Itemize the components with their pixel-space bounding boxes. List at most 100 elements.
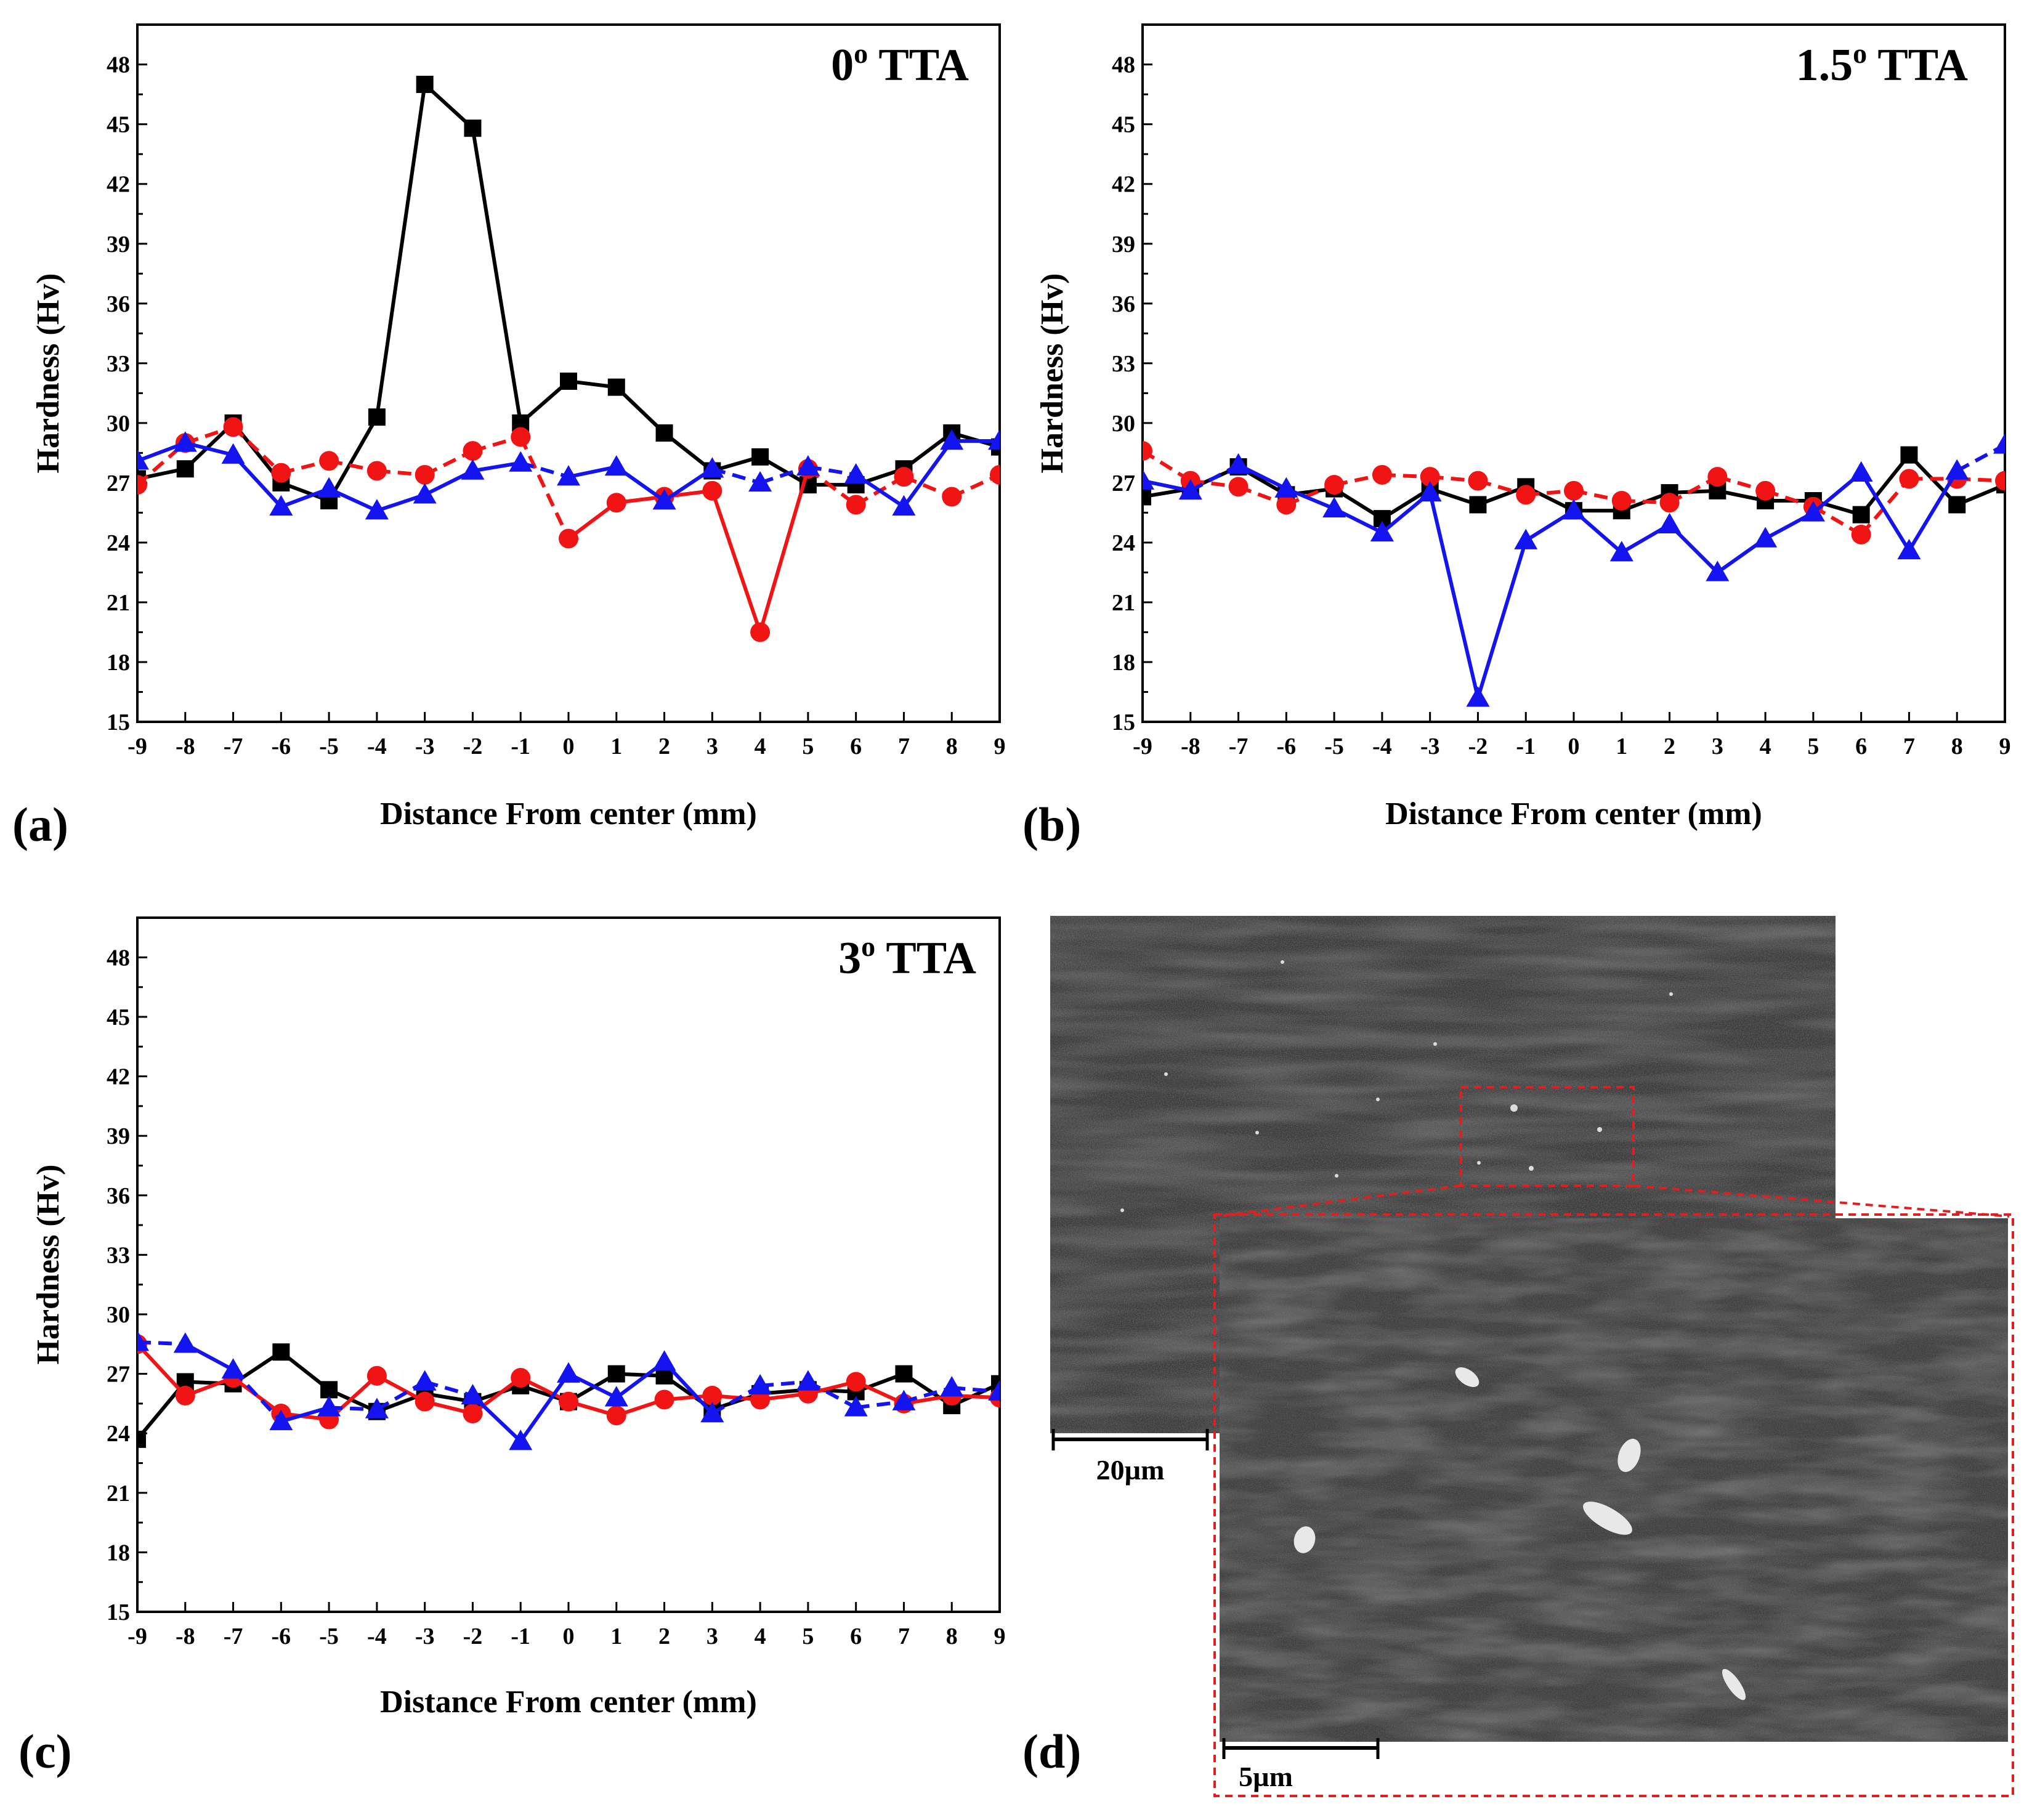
data-point-triangle <box>604 1386 628 1407</box>
data-point-circle <box>319 451 339 471</box>
x-tick-label: 4 <box>755 734 766 759</box>
series-circle <box>137 417 1000 642</box>
data-point-circle <box>702 480 723 501</box>
y-tick-label: 24 <box>107 530 130 556</box>
series-triangle <box>137 1330 1000 1450</box>
data-point-triangle <box>557 1362 580 1383</box>
data-point-triangle <box>413 483 437 504</box>
data-point-square <box>416 76 434 94</box>
series-layer <box>137 1330 1000 1450</box>
series-segment <box>567 501 618 540</box>
data-point-circle <box>1143 441 1152 461</box>
series-segment <box>951 1386 1000 1394</box>
x-tick-label: 3 <box>706 1624 718 1649</box>
series-segment <box>471 127 523 424</box>
y-tick-label: 42 <box>1112 172 1135 198</box>
y-tick-label: 45 <box>107 112 130 138</box>
y-tick-label: 30 <box>107 1302 130 1328</box>
x-tick-label: 5 <box>802 734 814 759</box>
x-tick-label: 5 <box>1807 734 1819 759</box>
x-axis-ticks: -9 -8 -7 -6 -5 -4 -3 -2 -1 0 1 2 3 4 5 6 7 8 9 <box>128 1602 1006 1649</box>
data-point-circle <box>1899 469 1919 489</box>
series-segment <box>568 465 617 479</box>
x-tick-label: 9 <box>1999 734 2011 759</box>
data-point-circle <box>1324 475 1345 495</box>
series-segment <box>185 441 234 457</box>
x-tick-label: -6 <box>1277 734 1297 759</box>
plot-frame <box>1141 23 2006 723</box>
micrograph-panel: 20µm 5µm (d) <box>1022 916 2014 1797</box>
x-tick-label: 6 <box>850 734 862 759</box>
data-point-circle <box>511 1368 531 1388</box>
data-point-square <box>1469 496 1487 514</box>
data-point-triangle <box>1370 520 1394 541</box>
data-point-circle <box>415 1391 435 1412</box>
series-layer <box>1143 433 2005 707</box>
data-point-circle <box>846 495 866 515</box>
data-point-triangle <box>988 429 1000 450</box>
data-point-circle <box>175 1386 195 1406</box>
x-tick-label: 4 <box>1760 734 1771 759</box>
x-tick-label: -4 <box>1372 734 1392 759</box>
x-tick-label: 8 <box>946 1624 958 1649</box>
y-tick-label: 30 <box>107 411 130 437</box>
data-point-circle <box>894 467 914 487</box>
inset-particles <box>1293 1367 1746 1701</box>
series-layer <box>137 76 1000 642</box>
series-segment <box>902 440 953 508</box>
x-tick-label: 3 <box>706 734 718 759</box>
particle-dots <box>1120 960 1673 1212</box>
y-tick-label: 18 <box>1112 650 1135 676</box>
data-point-triangle <box>700 1402 724 1423</box>
data-point-triangle <box>1143 469 1154 490</box>
data-point-triangle <box>413 1370 437 1391</box>
data-point-triangle <box>557 465 580 486</box>
data-point-square <box>176 460 194 478</box>
data-point-triangle <box>1322 496 1346 518</box>
data-point-square <box>1852 506 1870 524</box>
y-tick-label: 36 <box>1112 291 1135 317</box>
x-tick-label: 0 <box>1568 734 1580 759</box>
x-tick-label: 5 <box>802 1624 814 1649</box>
x-tick-label: -9 <box>128 1624 147 1649</box>
data-point-triangle <box>1562 499 1585 520</box>
data-point-square <box>1143 488 1151 506</box>
series-segment <box>137 1340 185 1346</box>
y-tick-label: 48 <box>1112 52 1135 78</box>
data-point-triangle <box>892 495 916 516</box>
y-tick-label: 45 <box>107 1005 130 1030</box>
chart-title: 0o TTA <box>831 38 969 91</box>
data-point-circle <box>846 1372 866 1392</box>
scale-label-main: 20µm <box>1096 1454 1165 1486</box>
y-axis-ticks: 15 18 21 24 27 30 33 36 39 42 45 48 <box>1112 52 1152 735</box>
x-tick-label: 8 <box>1951 734 1963 759</box>
x-tick-label: -2 <box>1468 734 1488 759</box>
x-tick-label: 6 <box>850 1624 862 1649</box>
series-segment <box>137 1343 187 1397</box>
data-point-triangle <box>892 1389 916 1410</box>
data-point-circle <box>366 461 387 481</box>
data-point-triangle <box>988 1380 1000 1401</box>
y-axis-ticks: 15 18 21 24 27 30 33 36 39 42 45 48 <box>107 52 147 735</box>
data-point-triangle <box>1418 481 1442 502</box>
data-point-triangle <box>317 1396 341 1417</box>
panel-label: (a) <box>12 798 68 851</box>
x-tick-label: -4 <box>367 1624 387 1649</box>
chart-title: 3o TTA <box>838 931 976 984</box>
data-point-triangle <box>652 1350 676 1371</box>
x-tick-label: 7 <box>898 734 910 759</box>
series-segment <box>758 468 810 633</box>
sem-inset: 5µm <box>1220 1218 2008 1792</box>
x-tick-label: 1 <box>610 1624 622 1649</box>
x-tick-label: -5 <box>319 734 339 759</box>
data-point-triangle <box>509 451 533 472</box>
data-point-triangle <box>173 431 197 452</box>
series-segment <box>374 84 427 418</box>
data-point-circle <box>1755 480 1776 501</box>
x-tick-label: -3 <box>415 1624 435 1649</box>
y-tick-label: 39 <box>107 1123 130 1149</box>
x-axis-title: Distance From center (mm) <box>380 1685 757 1720</box>
data-point-triangle <box>1609 541 1633 562</box>
y-tick-label: 39 <box>107 232 130 257</box>
